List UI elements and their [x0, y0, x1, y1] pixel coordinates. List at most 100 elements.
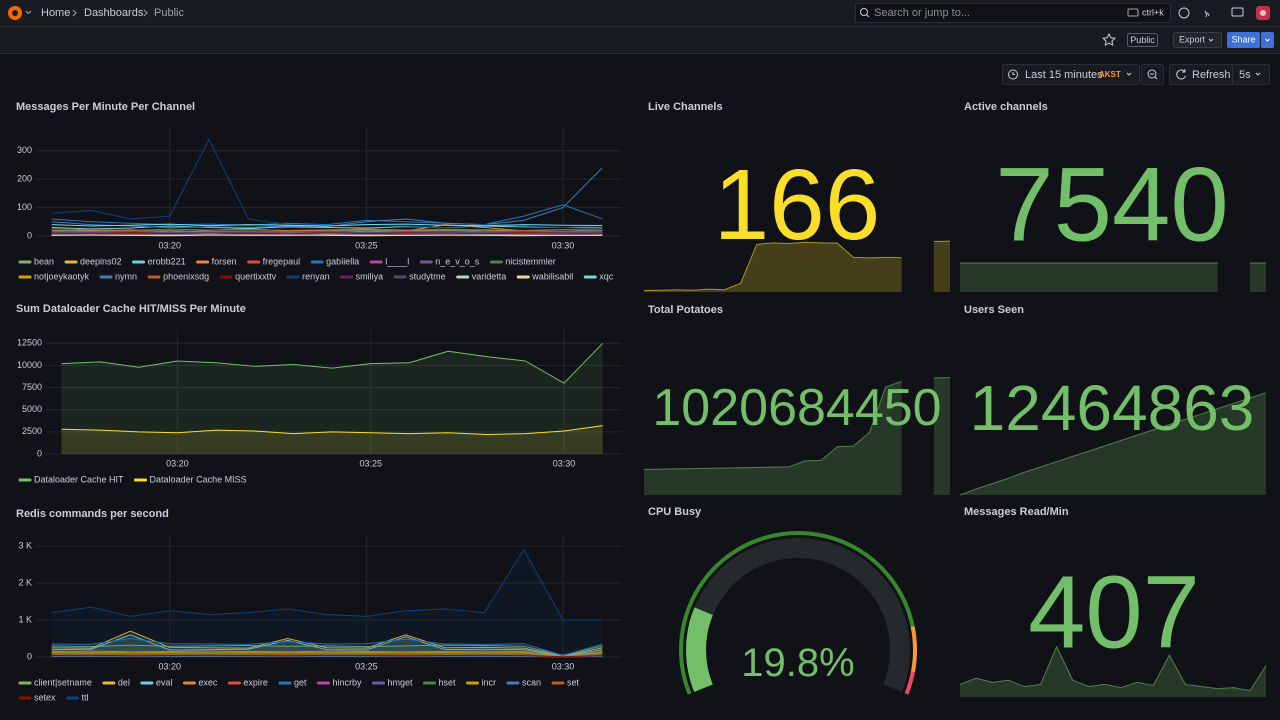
y-tick-label: 200 [17, 174, 32, 184]
legend-label: xqc [599, 271, 614, 281]
stat-value: 407 [1028, 555, 1200, 670]
breadcrumb[interactable]: Dashboards [84, 7, 144, 19]
series-line [51, 223, 603, 227]
panel-title: Active channels [964, 101, 1048, 113]
x-tick-label: 03:30 [552, 240, 575, 250]
series-line [61, 425, 603, 436]
x-tick-label: 03:20 [158, 661, 181, 671]
series-line [51, 138, 603, 228]
legend-label: wabilisabil [531, 271, 573, 281]
sparkline-area [644, 377, 950, 495]
share-button[interactable] [1227, 32, 1260, 48]
breadcrumb[interactable]: Home [41, 7, 70, 19]
y-tick-label: 300 [17, 145, 32, 155]
series-line [51, 650, 603, 658]
stat-value: 12464863 [970, 372, 1255, 444]
series-line [51, 231, 603, 234]
legend-label: expire [243, 677, 268, 687]
x-tick-label: 03:25 [359, 458, 382, 468]
chevron [25, 10, 32, 15]
logo-inner [12, 10, 18, 16]
sparkline-line [959, 645, 1267, 692]
zoom-icon [1147, 69, 1157, 79]
legend-label: ttl [82, 692, 89, 702]
news-icon[interactable] [1204, 10, 1210, 18]
series-line [51, 638, 603, 657]
legend-label: exec [198, 677, 218, 687]
x-tick-label: 03:20 [166, 458, 189, 468]
chevron [1126, 72, 1132, 76]
legend-label: hset [438, 677, 456, 687]
legend-label: setex [34, 692, 56, 702]
breadcrumb-separator [72, 9, 77, 17]
breadcrumb-separator [143, 9, 148, 17]
legend-label: n_e_v_o_s [435, 256, 480, 266]
export-button[interactable] [1173, 32, 1222, 48]
series-line [51, 232, 603, 235]
refresh-picker[interactable] [1169, 64, 1270, 85]
y-tick-label: 12500 [17, 338, 42, 348]
series-line [51, 228, 603, 231]
sparkline-area [960, 646, 1266, 697]
legend-label: incr [482, 677, 497, 687]
series-area [61, 425, 603, 454]
legend-label: renyan [302, 271, 330, 281]
legend-label: fregepaul [263, 256, 301, 266]
time-range-picker[interactable] [1002, 64, 1140, 85]
legend-label: quertixxttv [235, 271, 277, 281]
breadcrumb: Public [154, 7, 184, 19]
x-tick-label: 03:30 [553, 458, 576, 468]
legend-label: hincrby [332, 677, 362, 687]
gauge-value-label: 19.8% [741, 641, 854, 685]
search-box[interactable] [855, 3, 1171, 23]
stat-value: 7540 [995, 147, 1229, 264]
series-line [51, 549, 603, 621]
legend-label: smiliya [356, 271, 384, 281]
series-line [51, 225, 603, 230]
kiosk-icon[interactable] [1231, 7, 1244, 17]
legend-label: Dataloader Cache HIT [34, 474, 124, 484]
gauge-threshold [904, 671, 915, 695]
legend-label: deepins02 [80, 256, 122, 266]
panel-title: Total Potatoes [648, 304, 723, 316]
panel-title: Messages Per Minute Per Channel [16, 101, 195, 113]
shortcut: ctrl+k [1142, 7, 1164, 17]
panel-title: Sum Dataloader Cache HIT/MISS Per Minute [16, 303, 246, 315]
share-dropdown[interactable] [1261, 32, 1274, 48]
chevron [1208, 38, 1214, 42]
legend-label: phoenixsdg [163, 271, 209, 281]
y-tick-label: 0 [37, 448, 42, 458]
legend-label: gabiiella [326, 256, 359, 266]
y-tick-label: 100 [17, 202, 32, 212]
x-tick-label: 03:20 [158, 240, 181, 250]
legend-label: forsen [212, 256, 237, 266]
panel-title: Users Seen [964, 304, 1024, 316]
y-tick-label: 3 K [18, 540, 32, 550]
series-line [51, 651, 603, 658]
export-label: Export [1179, 34, 1206, 44]
y-tick-label: 0 [27, 230, 32, 240]
stat-value: 1020684450 [652, 379, 941, 437]
series-line [51, 167, 603, 228]
legend-label: nymn [115, 271, 137, 281]
y-tick-label: 7500 [22, 382, 42, 392]
badge-label: Public [1130, 35, 1155, 45]
legend-label: hmget [387, 677, 413, 687]
stat-value: 166 [714, 149, 881, 261]
sparkline-line [643, 240, 951, 292]
x-tick-label: 03:25 [355, 240, 378, 250]
legend-label: bean [34, 256, 54, 266]
sparkline-line [959, 392, 1267, 496]
help-icon[interactable] [1178, 7, 1190, 19]
legend-label: l____l [385, 256, 409, 266]
search-icon [860, 8, 868, 16]
series-area [51, 631, 603, 657]
y-tick-label: 5000 [22, 404, 42, 414]
timezone: AKST [1099, 70, 1121, 79]
refresh-interval[interactable]: 5s [1239, 69, 1251, 81]
zoom-icon [1150, 73, 1158, 80]
star-icon[interactable] [1101, 32, 1117, 47]
x-tick-label: 03:30 [552, 661, 575, 671]
legend-label: scan [522, 677, 541, 687]
